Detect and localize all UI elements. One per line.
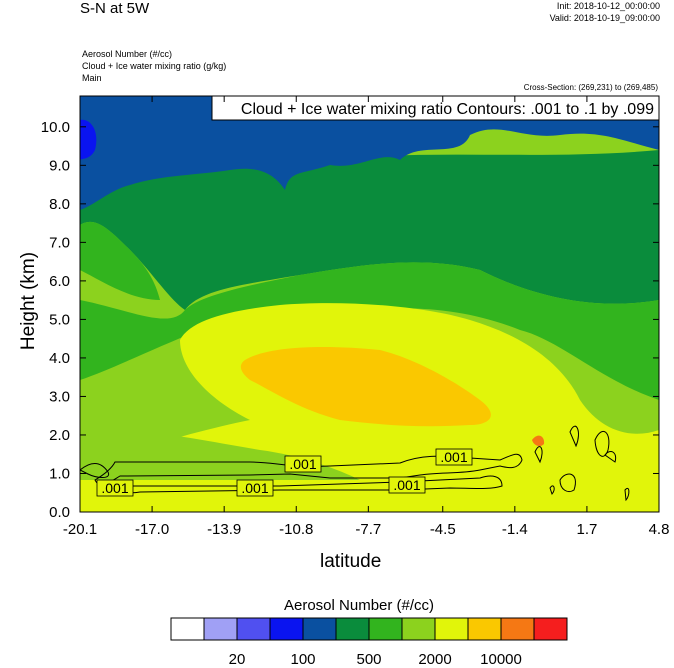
y-tick-label: 10.0 (41, 119, 70, 136)
x-tick-label: -10.8 (279, 521, 313, 538)
colorbar-swatch (368, 617, 403, 641)
x-tick-label: -20.1 (63, 521, 97, 538)
y-tick-label: 8.0 (49, 196, 70, 213)
y-tick-label: 2.0 (49, 427, 70, 444)
colorbar-label: 20 (229, 651, 246, 668)
x-tick-label: -7.7 (355, 521, 381, 538)
y-tick-label: 9.0 (49, 157, 70, 174)
colorbar-swatch (401, 617, 436, 641)
y-axis: 0.0 1.0 2.0 3.0 4.0 5.0 6.0 7.0 8.0 9.0 10.0 (41, 119, 659, 521)
colorbar-swatch (467, 617, 502, 641)
y-tick-label: 6.0 (49, 273, 70, 290)
contour-label: .001 (289, 456, 316, 472)
x-tick-label: -1.4 (502, 521, 528, 538)
x-tick-label: -17.0 (135, 521, 169, 538)
y-tick-label: 5.0 (49, 311, 70, 328)
x-tick-label: -4.5 (430, 521, 456, 538)
y-tick-label: 1.0 (49, 465, 70, 482)
field-name-main: Main (82, 73, 102, 83)
aerosol-shading (80, 96, 659, 512)
valid-time-label: Valid: 2018-10-19_09:00:00 (549, 13, 660, 23)
colorbar-swatch (533, 617, 568, 641)
field-name-aerosol: Aerosol Number (#/cc) (82, 49, 173, 59)
colorbar-swatch (335, 617, 370, 641)
colorbar-swatch (302, 617, 337, 641)
contour-label: .001 (241, 480, 268, 496)
colorbar-label: 10000 (480, 651, 522, 668)
colorbar-swatch (500, 617, 535, 641)
colorbar-label: 100 (290, 651, 315, 668)
y-tick-label: 3.0 (49, 388, 70, 405)
y-tick-label: 0.0 (49, 504, 70, 521)
cross-section-label: Cross-Section: (269,231) to (269,485) (523, 83, 658, 92)
x-tick-label: 4.8 (649, 521, 670, 538)
colorbar-swatch (203, 617, 238, 641)
contour-label: .001 (440, 449, 467, 465)
y-axis-label: Height (km) (18, 251, 39, 351)
y-tick-label: 4.0 (49, 350, 70, 367)
field-name-cloud-ice: Cloud + Ice water mixing ratio (g/kg) (82, 61, 227, 71)
init-time-label: Init: 2018-10-12_00:00:00 (556, 1, 660, 11)
x-axis-label: latitude (320, 551, 382, 572)
contour-labels: .001 .001 .001 .001 .001 (96, 448, 473, 497)
colorbar-swatch (236, 617, 271, 641)
colorbar-label: 2000 (418, 651, 451, 668)
colorbar-label: 500 (356, 651, 381, 668)
x-tick-label: 1.7 (576, 521, 597, 538)
y-tick-label: 7.0 (49, 234, 70, 251)
colorbar-swatch (269, 617, 304, 641)
plot-frame (79, 95, 660, 513)
x-axis: -20.1 -17.0 -13.9 -10.8 -7.7 -4.5 -1.4 1.7 4.8 (63, 96, 670, 538)
contour-info-text: Cloud + Ice water mixing ratio Contours:… (241, 101, 654, 118)
contour-label: .001 (393, 477, 420, 493)
main-title: S-N at 5W (80, 0, 150, 17)
colorbar-swatch (434, 617, 469, 641)
colorbar-swatch (170, 617, 205, 641)
colorbar-title: Aerosol Number (#/cc) (284, 597, 435, 614)
contour-label: .001 (101, 480, 128, 496)
x-tick-label: -13.9 (207, 521, 241, 538)
colorbar: 20 100 500 2000 10000 (170, 617, 568, 668)
